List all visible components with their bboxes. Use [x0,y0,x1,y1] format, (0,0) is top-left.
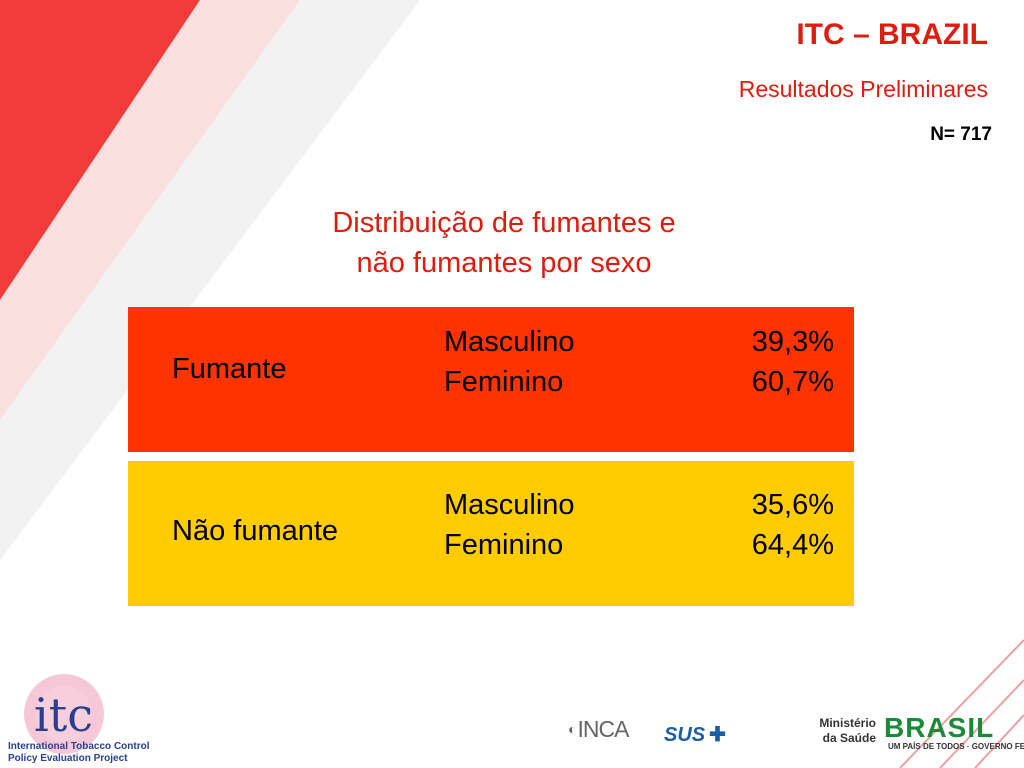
percent-value: 39,3% [751,326,834,358]
brasil-logo: BRASIL UM PAÍS DE TODOS · GOVERNO FEDERA… [884,712,1024,752]
brasil-text: BRASIL [884,712,995,743]
nonsmoker-block: Não fumante Masculino 35,6% Feminino 64,… [128,461,854,606]
table-row: Masculino 35,6% [444,489,834,529]
sex-label: Masculino [444,326,575,358]
itc-caption-1: International Tobacco Control [8,741,150,752]
smoker-block: Fumante Masculino 39,3% Feminino 60,7% [128,307,854,452]
ministry-line-1: Ministério [819,716,876,730]
inca-text: INCA [577,716,629,742]
slide-heading: Distribuição de fumantes e não fumantes … [204,203,804,283]
percent-value: 64,4% [751,529,834,561]
percent-value: 60,7% [751,366,834,398]
table-row: Feminino 64,4% [444,529,834,569]
inca-logo: ◐INCA [568,716,629,743]
itc-logo-text: itc [34,688,93,742]
sus-cross-icon: ✚ [709,724,726,746]
header-title: ITC – BRAZIL [796,18,988,51]
category-label: Fumante [172,353,287,385]
sus-text: SUS [664,724,706,746]
percent-value: 35,6% [751,489,834,521]
sex-label: Feminino [444,529,564,561]
sex-label: Masculino [444,489,575,521]
category-label: Não fumante [172,515,339,547]
ministry-logo: Ministério da Saúde [812,716,876,746]
ministry-line-2: da Saúde [822,731,876,745]
sample-size: N= 717 [930,124,992,145]
heading-line-1: Distribuição de fumantes e [332,207,676,239]
itc-logo-mark [24,674,104,754]
inca-icon: ◐ [568,721,577,737]
brasil-caption: UM PAÍS DE TODOS · GOVERNO FEDERAL [888,742,1024,751]
heading-line-2: não fumantes por sexo [356,247,652,279]
header-subtitle: Resultados Preliminares [738,76,988,102]
itc-caption-2: Policy Evaluation Project [8,753,128,764]
table-row: Masculino 39,3% [444,326,834,366]
sex-label: Feminino [444,366,564,398]
sus-logo: SUS ✚ [664,722,726,747]
table-row: Feminino 60,7% [444,366,834,406]
